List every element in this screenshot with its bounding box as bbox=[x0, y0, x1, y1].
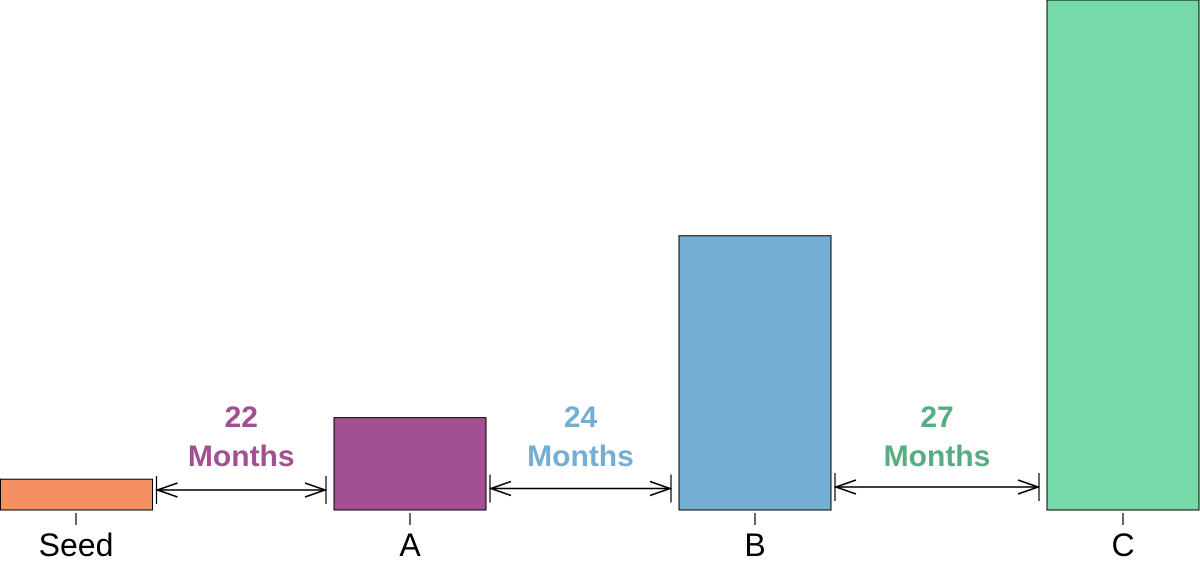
gap-unit-label: Months bbox=[884, 440, 991, 473]
ticks-group bbox=[75, 513, 1124, 525]
gap-annotation-2: 24 Months bbox=[488, 401, 673, 503]
gap-arrow-head-right bbox=[649, 480, 673, 497]
gap-annotations-group: 22 Months 24 Months 27 Months bbox=[155, 401, 1041, 504]
category-label-seed: Seed bbox=[39, 527, 114, 563]
gap-number-label: 27 bbox=[920, 401, 953, 434]
gap-number-label: 22 bbox=[225, 401, 258, 434]
bar-b bbox=[678, 235, 832, 511]
bar-c bbox=[1046, 0, 1200, 511]
category-labels-group: Seed A B C bbox=[39, 527, 1135, 563]
gap-unit-label: Months bbox=[527, 440, 634, 473]
gap-annotation-1: 22 Months bbox=[155, 401, 328, 504]
gap-annotation-3: 27 Months bbox=[833, 401, 1041, 501]
gap-arrow-head-left bbox=[488, 480, 512, 497]
bar-a bbox=[333, 417, 487, 511]
gap-arrow-head-right bbox=[1017, 479, 1041, 495]
gap-number-label: 24 bbox=[564, 401, 598, 434]
category-label-c: C bbox=[1111, 527, 1134, 563]
gap-unit-label: Months bbox=[188, 440, 295, 473]
gap-arrow-head-left bbox=[833, 479, 857, 495]
gap-arrow-head-left bbox=[155, 482, 178, 498]
gap-arrow-head-right bbox=[304, 482, 328, 498]
bar-seed bbox=[0, 478, 153, 511]
bars-group bbox=[0, 0, 1200, 511]
category-label-a: A bbox=[399, 527, 421, 563]
category-label-b: B bbox=[744, 527, 765, 563]
